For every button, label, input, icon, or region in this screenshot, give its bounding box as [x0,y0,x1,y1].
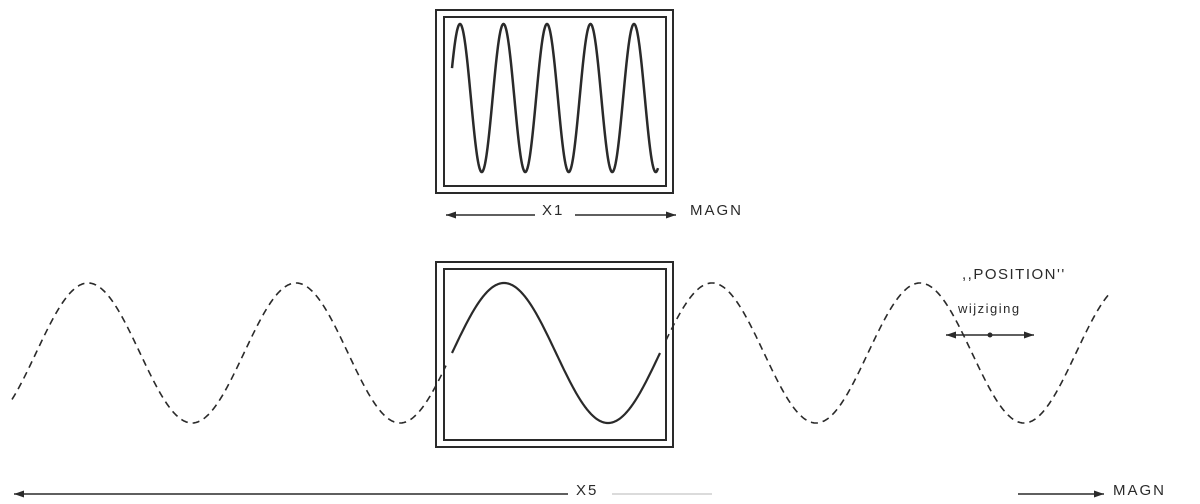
x1-magn-label: MAGN [690,202,743,219]
position-change-label: wijziging [958,301,1021,316]
magnified-waveform-offscreen-right [665,282,1109,424]
top-screen [435,9,674,194]
top-screen-outer-frame [435,9,674,194]
bottom-screen [435,261,674,448]
top-screen-waveform [450,22,660,174]
x1-label: X1 [538,202,569,219]
bottom-screen-inner-frame [443,268,667,441]
magnified-waveform-onscreen [451,281,661,425]
x5-magn-label: MAGN [1113,482,1166,499]
magnified-waveform-offscreen-left [11,282,447,424]
x5-label: X5 [572,482,603,499]
top-screen-inner-frame [443,16,667,187]
position-change-center-dot [987,332,993,338]
bottom-screen-outer-frame [435,261,674,448]
position-label: ,,POSITION'' [962,266,1066,283]
